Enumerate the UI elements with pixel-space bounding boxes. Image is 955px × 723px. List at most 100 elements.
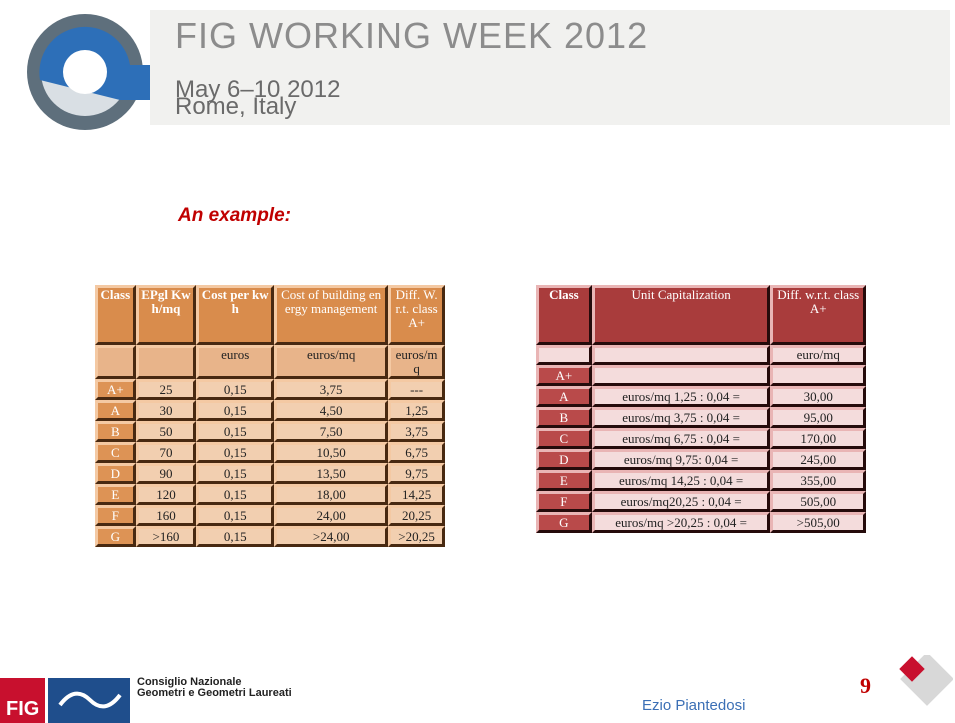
header-cell: EPgl Kwh/mq <box>136 285 197 345</box>
cell: 18,00 <box>274 484 388 505</box>
cell: C <box>536 428 592 449</box>
cell: 13,50 <box>274 463 388 484</box>
cell <box>95 345 136 379</box>
header-cell: Class <box>536 285 592 345</box>
cell: 95,00 <box>770 407 866 428</box>
cell: euros/mq 6,75 : 0,04 = <box>592 428 771 449</box>
cell: >24,00 <box>274 526 388 547</box>
cell: >505,00 <box>770 512 866 533</box>
header-cell: Class <box>95 285 136 345</box>
logo <box>63 50 107 94</box>
cell <box>770 365 866 386</box>
cell <box>592 345 771 365</box>
banner-title: FIG WORKING WEEK 2012 <box>175 15 648 56</box>
org: Consiglio Nazionale Geometri e Geometri … <box>137 677 292 699</box>
header-cell: Diff. W.r.t. class A+ <box>388 285 445 345</box>
cell: 30 <box>136 400 197 421</box>
header-cell: Cost of building energy management <box>274 285 388 345</box>
cell: 70 <box>136 442 197 463</box>
cell: 0,15 <box>196 442 274 463</box>
cell: D <box>95 463 136 484</box>
cell: 355,00 <box>770 470 866 491</box>
cell: 14,25 <box>388 484 445 505</box>
unit-cell: euro/mq <box>770 345 866 365</box>
cell: 50 <box>136 421 197 442</box>
cell: 120 <box>136 484 197 505</box>
cell: 6,75 <box>388 442 445 463</box>
cell: 9,75 <box>388 463 445 484</box>
cell: 7,50 <box>274 421 388 442</box>
cell: 24,00 <box>274 505 388 526</box>
corner-logo <box>893 655 953 720</box>
cell: F <box>95 505 136 526</box>
cell: B <box>536 407 592 428</box>
cell: 10,50 <box>274 442 388 463</box>
cell: 20,25 <box>388 505 445 526</box>
header-cell: Diff. w.r.t. class A+ <box>770 285 866 345</box>
banner: FIG WORKING WEEK 2012 May 6–10 2012 Rome… <box>0 0 955 140</box>
cell: 1,25 <box>388 400 445 421</box>
cell: 0,15 <box>196 463 274 484</box>
cell: 160 <box>136 505 197 526</box>
cell: D <box>536 449 592 470</box>
cell: C <box>95 442 136 463</box>
unit-cell: euros <box>196 345 274 379</box>
banner-place: Rome, Italy <box>175 93 296 120</box>
header-cell: Cost per kwh <box>196 285 274 345</box>
cell: A <box>95 400 136 421</box>
cell: 90 <box>136 463 197 484</box>
cell: euros/mq 14,25 : 0,04 = <box>592 470 771 491</box>
row: A+ <box>536 365 866 386</box>
cell: 25 <box>136 379 197 400</box>
cell: 4,50 <box>274 400 388 421</box>
row: G>1600,15>24,00>20,25 <box>95 526 445 547</box>
cell: 0,15 <box>196 484 274 505</box>
cell: A+ <box>95 379 136 400</box>
cell: A <box>536 386 592 407</box>
cell: 3,75 <box>388 421 445 442</box>
cell: 30,00 <box>770 386 866 407</box>
cell <box>136 345 197 379</box>
cell: E <box>95 484 136 505</box>
cell: >20,25 <box>388 526 445 547</box>
cell: 0,15 <box>196 421 274 442</box>
fig-logo-text: FIG <box>6 698 39 720</box>
cell: 505,00 <box>770 491 866 512</box>
org-line: Geometri e Geometri Laureati <box>137 688 292 699</box>
units-row: euro/mq <box>536 345 866 365</box>
cell: G <box>95 526 136 547</box>
cell: --- <box>388 379 445 400</box>
cell: euros/mq 3,75 : 0,04 = <box>592 407 771 428</box>
cell: 0,15 <box>196 526 274 547</box>
unit-cell: euros/mq <box>274 345 388 379</box>
heading: An example: <box>178 205 291 227</box>
cell: 245,00 <box>770 449 866 470</box>
cell: euros/mq >20,25 : 0,04 = <box>592 512 771 533</box>
cell: euros/mq 9,75: 0,04 = <box>592 449 771 470</box>
cell: 3,75 <box>274 379 388 400</box>
cell <box>536 345 592 365</box>
cell: 0,15 <box>196 379 274 400</box>
header-cell: Unit Capitalization <box>592 285 771 345</box>
cell <box>592 365 771 386</box>
cell: 170,00 <box>770 428 866 449</box>
cell: 0,15 <box>196 505 274 526</box>
cell: 0,15 <box>196 400 274 421</box>
cell: F <box>536 491 592 512</box>
